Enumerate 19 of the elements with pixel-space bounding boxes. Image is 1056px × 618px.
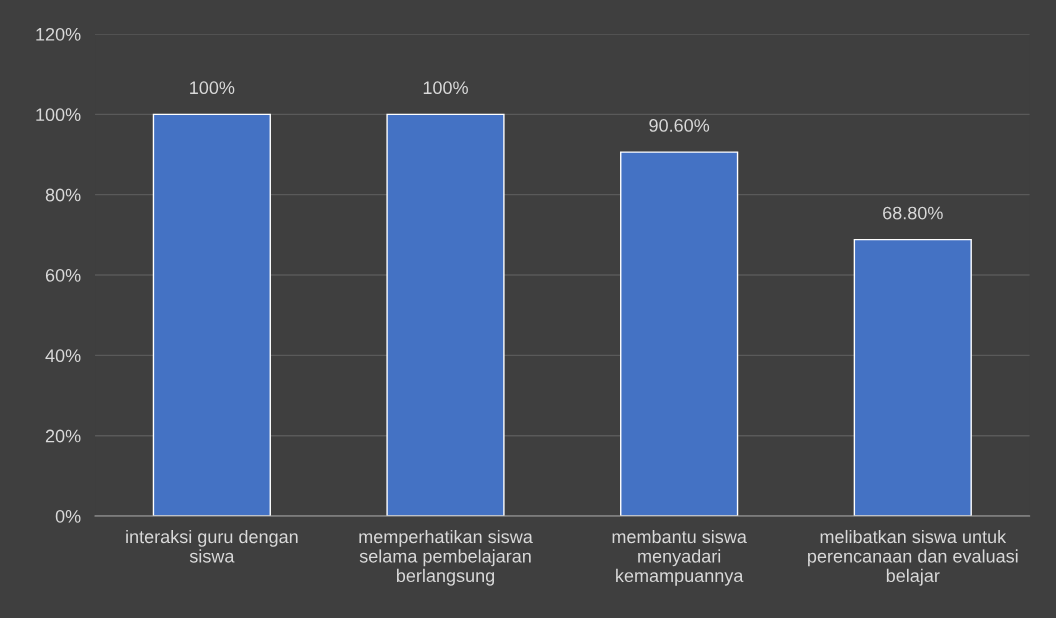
y-tick-label: 0% [55, 509, 81, 523]
data-label: 90.60% [649, 119, 710, 132]
y-tick-label: 20% [45, 429, 81, 443]
bar [853, 238, 972, 517]
y-tick-label: 80% [45, 188, 81, 202]
data-label: 100% [423, 81, 468, 95]
data-label: 100% [190, 81, 235, 95]
y-tick-label: 120% [36, 27, 81, 41]
x-tick-label: interaksi guru dengan siswa [126, 529, 298, 563]
x-tick-label: melibatkan siswa untuk perencanaan dan evaluasi belajar [808, 529, 1018, 586]
x-tick-label: membantu siswa menyadari kemampuannya [612, 529, 747, 586]
bar [620, 151, 739, 517]
data-label: 68.80% [883, 206, 943, 220]
y-tick-label: 60% [45, 268, 81, 282]
bar [386, 113, 505, 517]
y-tick-label: 100% [36, 108, 81, 122]
x-tick-label: memperhatikan siswa selama pembelajaran berlangsung [359, 529, 533, 586]
y-tick-label: 40% [45, 349, 81, 363]
bar [152, 113, 271, 517]
